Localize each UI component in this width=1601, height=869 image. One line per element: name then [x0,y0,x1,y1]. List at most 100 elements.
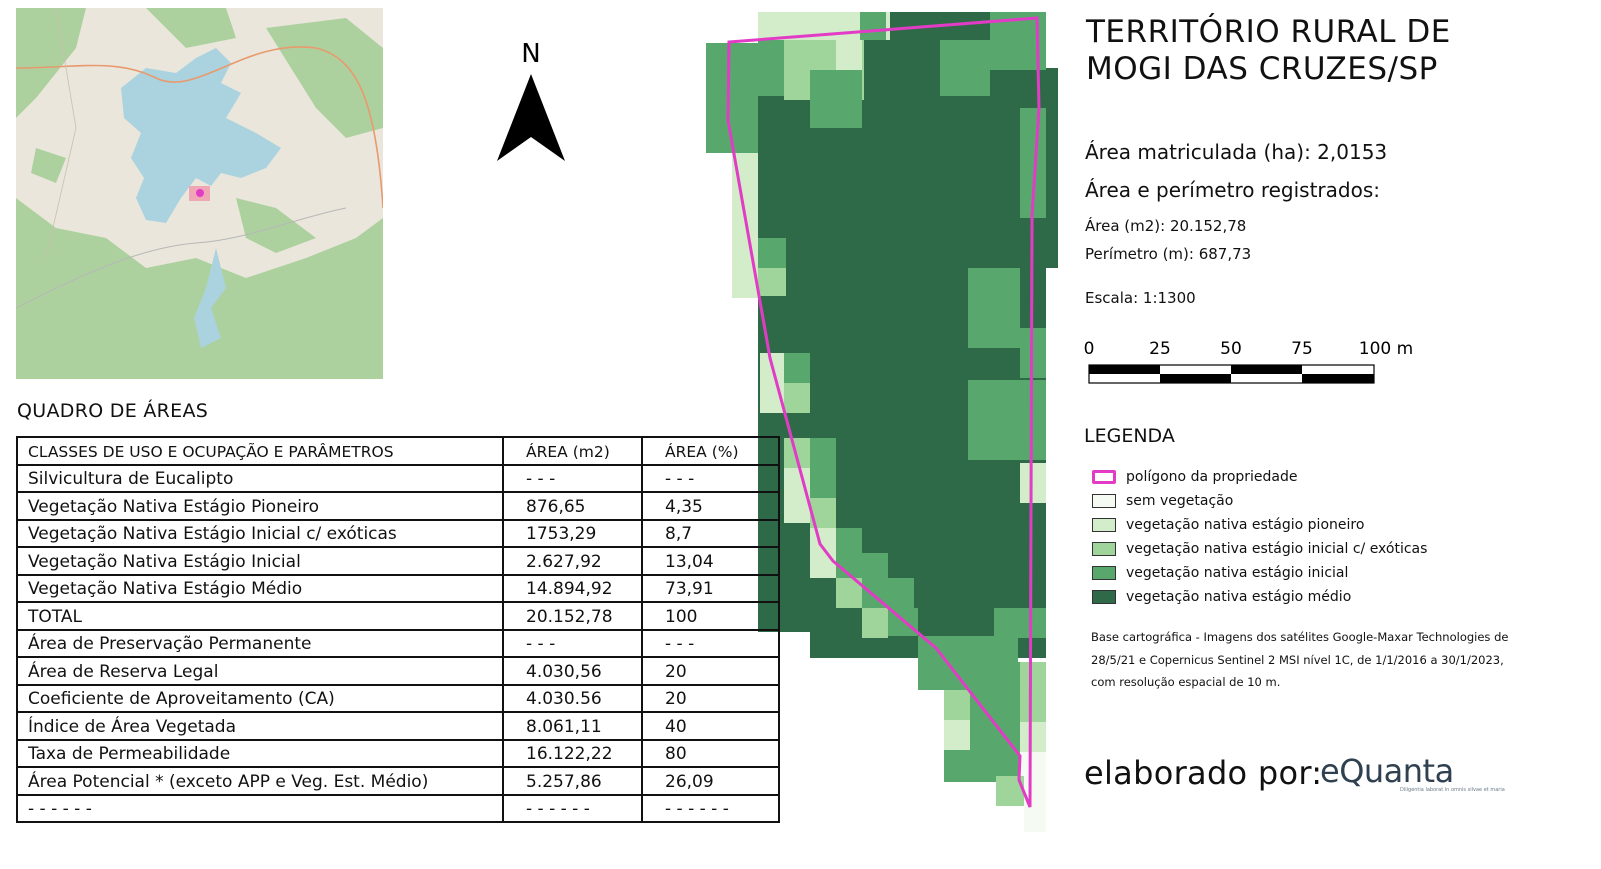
table-row: Vegetação Nativa Estágio Médio 14.894,92 7… [16,573,780,603]
legend-item: vegetação nativa estágio inicial c/ exót… [1092,539,1427,559]
table-cell: - - - [641,463,780,493]
table-cell: 73,91 [641,573,780,603]
table-cell: 20 [641,683,780,713]
legend-label: polígono da propriedade [1126,469,1298,485]
map-title: TERRITÓRIO RURAL DE MOGI DAS CRUZES/SP [1086,14,1451,88]
escala: Escala: 1:1300 [1085,289,1196,307]
table-row: Vegetação Nativa Estágio Inicial 2.627,92… [16,546,780,576]
column-header: ÁREA (m2) [502,436,643,466]
legend-item: vegetação nativa estágio médio [1092,587,1351,607]
column-header: ÁREA (%) [641,436,780,466]
table-cell: Coeficiente de Aproveitamento (CA) [16,683,504,713]
base-cartografica-line: 28/5/21 e Copernicus Sentinel 2 MSI níve… [1091,652,1504,667]
north-arrow: N [497,39,565,161]
north-label: N [521,39,540,69]
scale-label-50: 50 [1220,339,1242,359]
table-cell: 20 [641,656,780,686]
table-cell: - - - - - - [502,793,643,823]
scale-label-100: 100 m [1359,339,1413,359]
area-m2: Área (m2): 20.152,78 [1085,217,1247,235]
table-cell: Área de Reserva Legal [16,656,504,686]
table-row: Índice de Área Vegetada 8.061,11 40 [16,711,780,741]
table-cell: 16.122,22 [502,738,643,768]
table-cell: 8,7 [641,518,780,548]
map-title-line2: MOGI DAS CRUZES/SP [1086,51,1438,87]
legend-item: polígono da propriedade [1092,467,1298,487]
scale-label-75: 75 [1291,339,1313,359]
table-cell: 80 [641,738,780,768]
equanta-logo-tagline: Diligentia laborat in omnis silvae et ma… [1400,787,1505,793]
table-cell: Vegetação Nativa Estágio Inicial [16,546,504,576]
table-cell: Taxa de Permeabilidade [16,738,504,768]
table-cell: Índice de Área Vegetada [16,711,504,741]
table-row: TOTAL 20.152,78 100 [16,601,780,631]
base-cartografica: Base cartográfica - Imagens dos satélite… [1091,626,1531,694]
table-cell: 4.030.56 [502,683,643,713]
legend-label: vegetação nativa estágio pioneiro [1126,517,1365,533]
legend-item: sem vegetação [1092,491,1233,511]
table-cell: 876,65 [502,491,643,521]
legend-swatch [1092,590,1116,604]
table-cell: - - - - - - [16,793,504,823]
property-polygon [726,16,1041,808]
table-row: Área Potencial * (exceto APP e Veg. Est.… [16,766,780,796]
scale-label-0: 0 [1084,339,1095,359]
table-cell: 5.257,86 [502,766,643,796]
legend-label: vegetação nativa estágio inicial c/ exót… [1126,541,1428,557]
legend-swatch [1092,566,1116,580]
table-cell: 40 [641,711,780,741]
table-cell: Silvicultura de Eucalipto [16,463,504,493]
table-cell: Vegetação Nativa Estágio Inicial c/ exót… [16,518,504,548]
legend-item: vegetação nativa estágio inicial [1092,563,1348,583]
table-cell: Vegetação Nativa Estágio Pioneiro [16,491,504,521]
table-cell: - - - [502,463,643,493]
table-cell: 2.627,92 [502,546,643,576]
table-row: - - - - - -- - - - - -- - - - - - [16,793,780,823]
table-cell: 4,35 [641,491,780,521]
perimetro: Perímetro (m): 687,73 [1085,245,1252,263]
legend-swatch [1092,518,1116,532]
land-cover-map [706,12,1058,832]
table-cell: Área Potencial * (exceto APP e Veg. Est.… [16,766,504,796]
table-cell: 14.894,92 [502,573,643,603]
equanta-logo: eQuanta Diligentia laborat in omnis silv… [1320,752,1505,793]
table-row: Vegetação Nativa Estágio Inicial c/ exót… [16,518,780,548]
base-cartografica-line: com resolução espacial de 10 m. [1091,675,1281,689]
table-cell: 13,04 [641,546,780,576]
elaborado-por: elaborado por: [1084,754,1323,792]
legend-label: vegetação nativa estágio médio [1126,589,1352,605]
location-inset-map [16,8,383,379]
table-row: Área de Preservação Permanente - - -- - - [16,628,780,658]
legend-swatch [1092,494,1116,508]
scale-bar: 0 25 50 75 100 m [1084,339,1413,384]
base-cartografica-line: Base cartográfica - Imagens dos satélite… [1091,630,1509,644]
table-cell: - - - [641,628,780,658]
equanta-logo-text: eQuanta [1320,752,1454,790]
table-cell: 100 [641,601,780,631]
table-row: Área de Reserva Legal 4.030,56 20 [16,656,780,686]
table-cell: - - - - - - [641,793,780,823]
table-row: Taxa de Permeabilidade 16.122,22 80 [16,738,780,768]
area-registrada-heading: Área e perímetro registrados: [1085,178,1380,202]
scale-label-25: 25 [1149,339,1171,359]
table-cell: Vegetação Nativa Estágio Médio [16,573,504,603]
table-cell: 20.152,78 [502,601,643,631]
area-matriculada: Área matriculada (ha): 2,0153 [1085,140,1388,164]
table-cell: TOTAL [16,601,504,631]
table-header-row: CLASSES DE USO E OCUPAÇÃO E PARÂMETROS ÁR… [16,436,780,466]
table-row: Coeficiente de Aproveitamento (CA) 4.030.… [16,683,780,713]
legend-label: sem vegetação [1126,493,1234,509]
legend-title: LEGENDA [1084,425,1175,447]
table-cell: 8.061,11 [502,711,643,741]
legend-swatch [1092,542,1116,556]
legend-swatch [1092,470,1116,484]
table-row: Silvicultura de Eucalipto - - -- - - [16,463,780,493]
table-row: Vegetação Nativa Estágio Pioneiro 876,65 4… [16,491,780,521]
legend-label: vegetação nativa estágio inicial [1126,565,1349,581]
column-header: CLASSES DE USO E OCUPAÇÃO E PARÂMETROS [16,436,504,466]
map-title-line1: TERRITÓRIO RURAL DE [1086,14,1451,50]
quadro-title: QUADRO DE ÁREAS [17,400,209,422]
legend-item: vegetação nativa estágio pioneiro [1092,515,1364,535]
table-cell: 26,09 [641,766,780,796]
table-cell: 4.030,56 [502,656,643,686]
